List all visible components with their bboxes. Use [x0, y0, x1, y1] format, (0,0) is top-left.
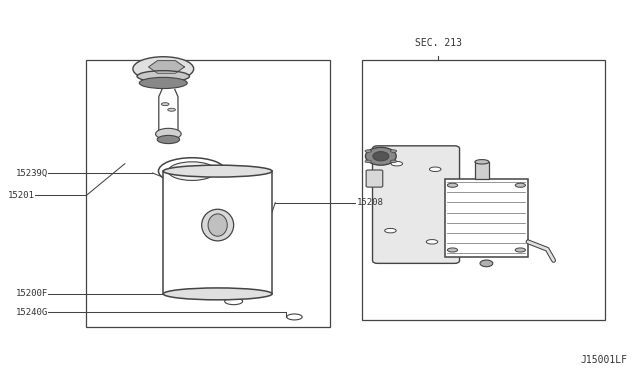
Ellipse shape: [429, 167, 441, 171]
Ellipse shape: [480, 260, 493, 267]
Text: SEC. 213: SEC. 213: [415, 38, 462, 48]
Bar: [86, 60, 330, 327]
Text: 15239Q: 15239Q: [16, 169, 48, 177]
Ellipse shape: [447, 183, 458, 187]
Ellipse shape: [385, 228, 396, 233]
FancyBboxPatch shape: [366, 170, 383, 187]
Ellipse shape: [133, 57, 194, 81]
Text: 15240G: 15240G: [16, 308, 48, 317]
Ellipse shape: [475, 160, 489, 164]
Ellipse shape: [156, 128, 181, 140]
Ellipse shape: [137, 71, 189, 82]
Ellipse shape: [365, 160, 371, 163]
Ellipse shape: [515, 183, 525, 187]
Ellipse shape: [163, 165, 272, 177]
Ellipse shape: [390, 160, 397, 163]
Ellipse shape: [225, 298, 243, 305]
Ellipse shape: [447, 248, 458, 252]
Ellipse shape: [202, 209, 234, 241]
Ellipse shape: [287, 314, 302, 320]
Ellipse shape: [365, 147, 396, 165]
Text: 15208: 15208: [357, 198, 384, 207]
Ellipse shape: [159, 158, 226, 185]
Ellipse shape: [373, 152, 389, 161]
Ellipse shape: [157, 135, 180, 144]
Ellipse shape: [168, 162, 216, 180]
Ellipse shape: [390, 150, 397, 153]
Ellipse shape: [161, 103, 169, 106]
Ellipse shape: [168, 108, 175, 111]
Bar: [475, 162, 489, 179]
Ellipse shape: [426, 240, 438, 244]
Bar: [362, 60, 605, 320]
Ellipse shape: [365, 150, 371, 153]
Ellipse shape: [208, 214, 227, 236]
Ellipse shape: [515, 248, 525, 252]
Ellipse shape: [163, 288, 272, 300]
Text: 15201: 15201: [8, 191, 35, 200]
Text: 15200F: 15200F: [16, 289, 48, 298]
Polygon shape: [148, 61, 184, 73]
Bar: [445, 179, 528, 257]
Ellipse shape: [391, 161, 403, 166]
Ellipse shape: [140, 77, 188, 89]
FancyBboxPatch shape: [372, 146, 460, 263]
Text: J15001LF: J15001LF: [580, 355, 627, 365]
Bar: [163, 171, 272, 294]
